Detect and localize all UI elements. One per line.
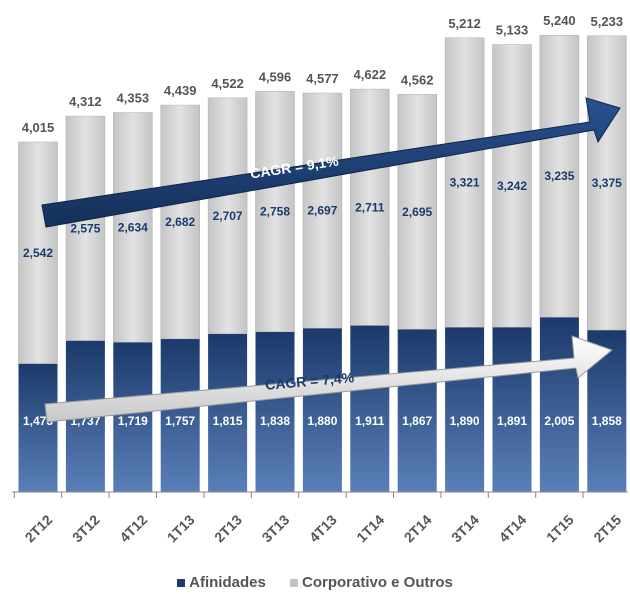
corporativo-label-1T15: 3,235 <box>544 169 574 183</box>
bar-afinidades-2T12 <box>18 363 58 492</box>
bar-corporativo-2T13 <box>207 97 248 335</box>
bar-corporativo-3T14 <box>444 37 485 328</box>
bar-afinidades-2T13 <box>208 333 248 492</box>
afinidades-label-4T12: 1,719 <box>118 414 148 428</box>
cagr-label-afinidades: CAGR = 7,4% <box>264 369 355 393</box>
bar-corporativo-2T15 <box>587 35 627 331</box>
x-tick-label-2T12: 2T12 <box>22 511 56 545</box>
corporativo-label-3T13: 2,758 <box>260 205 290 219</box>
cagr-arrow-afinidades: CAGR = 7,4% <box>44 335 614 423</box>
afinidades-label-2T15: 1,858 <box>592 414 622 428</box>
x-tick-label-1T13: 1T13 <box>164 511 198 545</box>
x-tick-label-4T14: 4T14 <box>496 511 530 545</box>
total-label-3T14: 5,212 <box>448 16 481 31</box>
corporativo-label-3T14: 3,321 <box>450 176 480 190</box>
corporativo-label-2T15: 3,375 <box>592 176 622 190</box>
bar-afinidades-4T12 <box>113 342 153 492</box>
corporativo-label-4T13: 2,697 <box>307 204 337 218</box>
legend-label-afinidades: Afinidades <box>189 574 266 591</box>
corporativo-label-1T13: 2,682 <box>165 215 195 229</box>
x-tick-label-3T14: 3T14 <box>448 511 482 545</box>
x-tick-label-1T14: 1T14 <box>353 511 387 545</box>
total-label-1T13: 4,439 <box>164 83 197 98</box>
corporativo-label-1T14: 2,711 <box>355 200 385 214</box>
total-label-4T12: 4,353 <box>117 91 150 106</box>
total-label-3T13: 4,596 <box>259 69 292 84</box>
bar-corporativo-1T15 <box>539 34 580 318</box>
afinidades-label-3T14: 1,890 <box>450 414 480 428</box>
bar-afinidades-1T13 <box>160 338 200 492</box>
bar-corporativo-3T13 <box>255 91 295 333</box>
afinidades-label-1T15: 2,005 <box>544 414 574 428</box>
corporativo-label-4T14: 3,242 <box>497 179 527 193</box>
x-tick-label-1T15: 1T15 <box>543 511 577 545</box>
corporativo-label-2T12: 2,542 <box>23 246 53 260</box>
total-label-4T13: 4,577 <box>306 71 339 86</box>
afinidades-label-2T14: 1,867 <box>402 414 432 428</box>
corporativo-label-3T12: 2,575 <box>70 221 100 235</box>
total-label-3T12: 4,312 <box>69 94 102 109</box>
total-label-4T14: 5,133 <box>496 23 529 38</box>
x-tick-label-3T13: 3T13 <box>259 511 293 545</box>
chart-legend: Afinidades Corporativo e Outros <box>0 574 630 591</box>
afinidades-label-4T14: 1,891 <box>497 414 527 428</box>
afinidades-label-2T13: 1,815 <box>213 414 243 428</box>
bar-afinidades-1T15 <box>539 317 579 492</box>
x-tick-label-4T13: 4T13 <box>306 511 340 545</box>
bar-afinidades-4T13 <box>302 328 342 492</box>
afinidades-label-3T13: 1,838 <box>260 414 290 428</box>
bar-afinidades-1T14 <box>350 325 390 492</box>
legend-swatch-corporativo <box>290 579 298 588</box>
bar-corporativo-2T14 <box>397 94 437 330</box>
afinidades-label-1T14: 1,911 <box>355 414 385 428</box>
total-label-2T15: 5,233 <box>591 14 624 29</box>
bar-corporativo-4T12 <box>113 112 153 343</box>
legend-label-corporativo: Corporativo e Outros <box>302 574 453 591</box>
bar-afinidades-4T14 <box>492 327 532 492</box>
x-tick-label-2T14: 2T14 <box>401 511 435 545</box>
total-label-2T12: 4,015 <box>22 120 55 135</box>
afinidades-label-4T13: 1,880 <box>307 414 337 428</box>
x-tick-label-3T12: 3T12 <box>69 511 103 545</box>
legend-item-corporativo: Corporativo e Outros <box>290 574 453 591</box>
x-tick-label-2T15: 2T15 <box>590 511 624 545</box>
total-label-1T14: 4,622 <box>354 67 387 82</box>
bar-corporativo-4T13 <box>302 92 343 329</box>
bar-afinidades-3T14 <box>445 327 485 492</box>
x-tick-label-2T13: 2T13 <box>211 511 245 545</box>
bar-corporativo-2T12 <box>18 141 58 364</box>
total-label-2T13: 4,522 <box>211 76 244 91</box>
x-tick-label-4T12: 4T12 <box>116 511 150 545</box>
bar-corporativo-3T12 <box>65 115 106 341</box>
legend-item-afinidades: Afinidades <box>177 574 266 591</box>
legend-swatch-afinidades <box>177 579 186 588</box>
corporativo-label-4T12: 2,634 <box>118 220 148 234</box>
bar-afinidades-3T13 <box>255 331 295 492</box>
bar-afinidades-2T14 <box>397 329 437 492</box>
corporativo-label-2T13: 2,707 <box>213 209 243 223</box>
corporativo-label-2T14: 2,695 <box>402 205 432 219</box>
afinidades-label-2T12: 1,473 <box>23 414 53 428</box>
afinidades-label-1T13: 1,757 <box>165 414 195 428</box>
total-label-1T15: 5,240 <box>543 13 576 28</box>
bar-corporativo-4T14 <box>492 44 532 328</box>
bar-corporativo-1T14 <box>350 88 390 326</box>
total-label-2T14: 4,562 <box>401 72 434 87</box>
bar-corporativo-1T13 <box>160 104 200 340</box>
